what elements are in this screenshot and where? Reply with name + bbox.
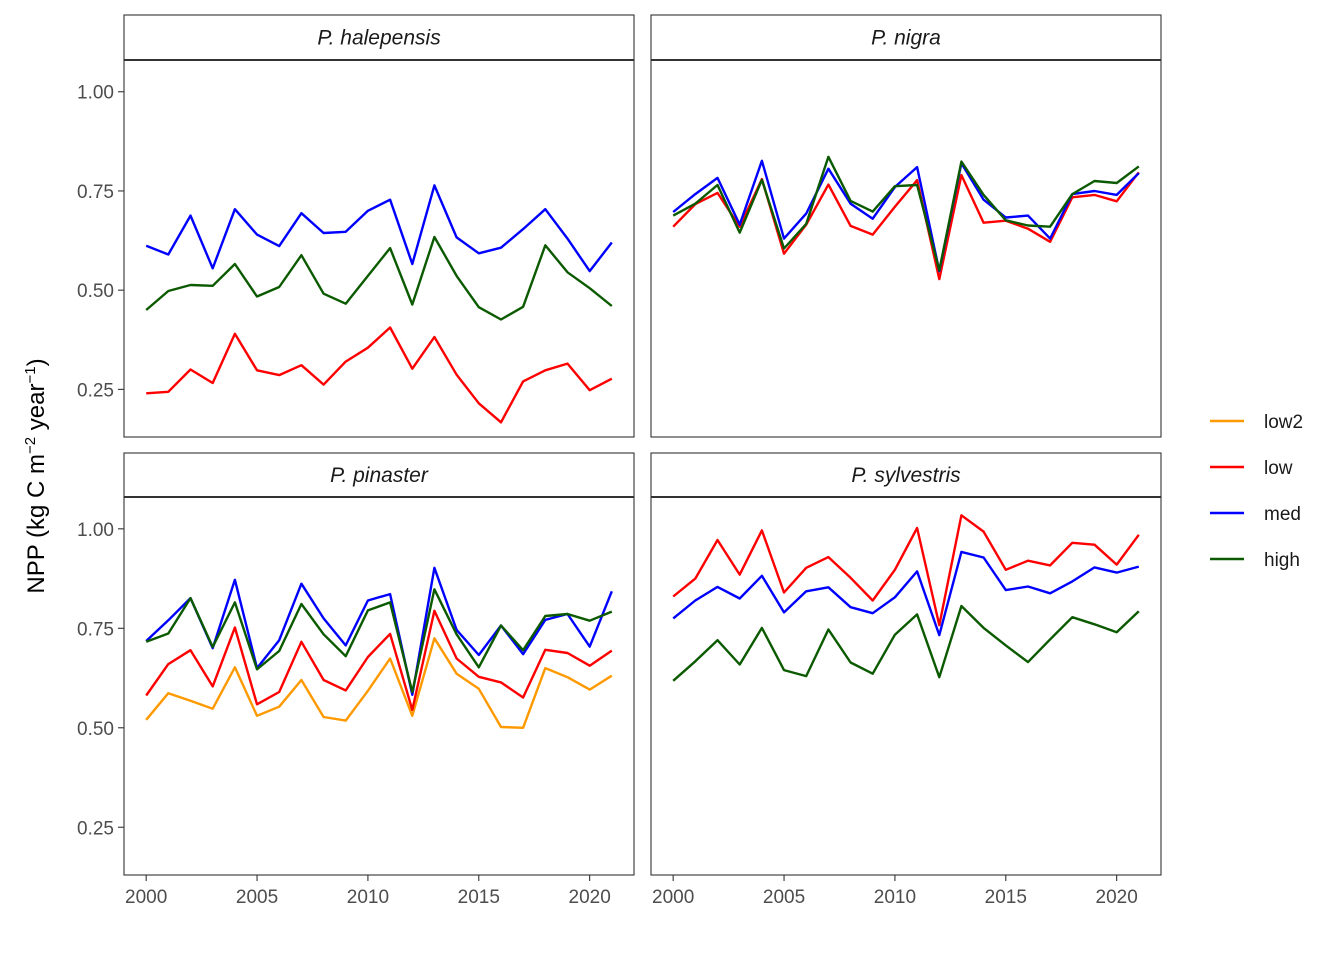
panel-strip <box>123 452 635 498</box>
legend-label-low: low <box>1264 458 1293 479</box>
y-tick-label: 0.75 <box>77 182 114 203</box>
panel-title: P. sylvestris <box>851 464 961 487</box>
series-line-high <box>672 155 1140 272</box>
x-tick-label: 2005 <box>236 887 278 908</box>
panel-phalepensis: P. halepensis 0.25 0.50 0.75 1.00 <box>77 14 635 438</box>
panel-ppinaster: P. pinaster 0.25 0.50 0.75 1.00 2000 2005 2010 2… <box>77 452 635 908</box>
y-tick-label: 0.25 <box>77 380 114 401</box>
series-line-high <box>145 588 613 694</box>
y-tick-label: 0.25 <box>77 818 114 839</box>
y-tick-label: 1.00 <box>77 83 114 104</box>
y-tick-label: 0.50 <box>77 281 114 302</box>
series-line-med <box>672 550 1140 637</box>
series-line-med <box>672 159 1140 273</box>
x-tick-label: 2015 <box>458 887 500 908</box>
panel-title: P. pinaster <box>330 464 429 487</box>
series-line-low <box>672 514 1140 627</box>
y-tick-label: 0.75 <box>77 619 114 640</box>
x-tick-label: 2000 <box>652 887 694 908</box>
legend-label-high: high <box>1264 550 1300 571</box>
panel-frame <box>123 59 635 438</box>
series-line-low <box>672 171 1140 281</box>
series-line-high <box>145 235 613 321</box>
panel-strip <box>123 14 635 61</box>
y-axis-label-part: year <box>23 384 50 437</box>
x-tick-label: 2015 <box>985 887 1027 908</box>
panel-strip <box>650 452 1162 498</box>
panel-frame <box>123 496 635 876</box>
series-line-med <box>145 184 613 273</box>
y-axis-label-part: ) <box>23 358 50 366</box>
series-line-low <box>146 326 613 424</box>
legend-label-low2: low2 <box>1264 412 1303 433</box>
panel-pnigra: P. nigra <box>650 14 1162 438</box>
x-tick-label: 2010 <box>874 887 916 908</box>
y-tick-label: 1.00 <box>77 520 114 541</box>
series-line-med <box>145 566 613 696</box>
series-line-high <box>672 604 1140 682</box>
x-tick-label: 2000 <box>125 887 167 908</box>
legend: low2 low med high <box>1210 412 1303 571</box>
y-axis-label: NPP (kg C m−2 year−1) <box>22 358 50 593</box>
y-axis-label-part: NPP (kg C m <box>23 454 50 594</box>
series-line-low <box>145 609 613 712</box>
panel-psylvestris: P. sylvestris 2000 2005 2010 2015 2020 <box>650 452 1162 908</box>
x-tick-label: 2010 <box>347 887 389 908</box>
x-tick-label: 2020 <box>569 887 611 908</box>
y-axis-label-part: −1 <box>22 366 39 383</box>
y-axis-label-part: −2 <box>22 437 39 454</box>
x-tick-label: 2005 <box>763 887 805 908</box>
panel-title: P. nigra <box>871 27 941 50</box>
panel-frame <box>650 496 1162 876</box>
panel-strip <box>650 14 1162 61</box>
legend-label-med: med <box>1264 504 1301 525</box>
panel-title: P. halepensis <box>317 27 441 50</box>
series-line-low2 <box>145 637 613 729</box>
panel-frame <box>650 59 1162 438</box>
x-tick-label: 2020 <box>1096 887 1138 908</box>
y-tick-label: 0.50 <box>77 719 114 740</box>
